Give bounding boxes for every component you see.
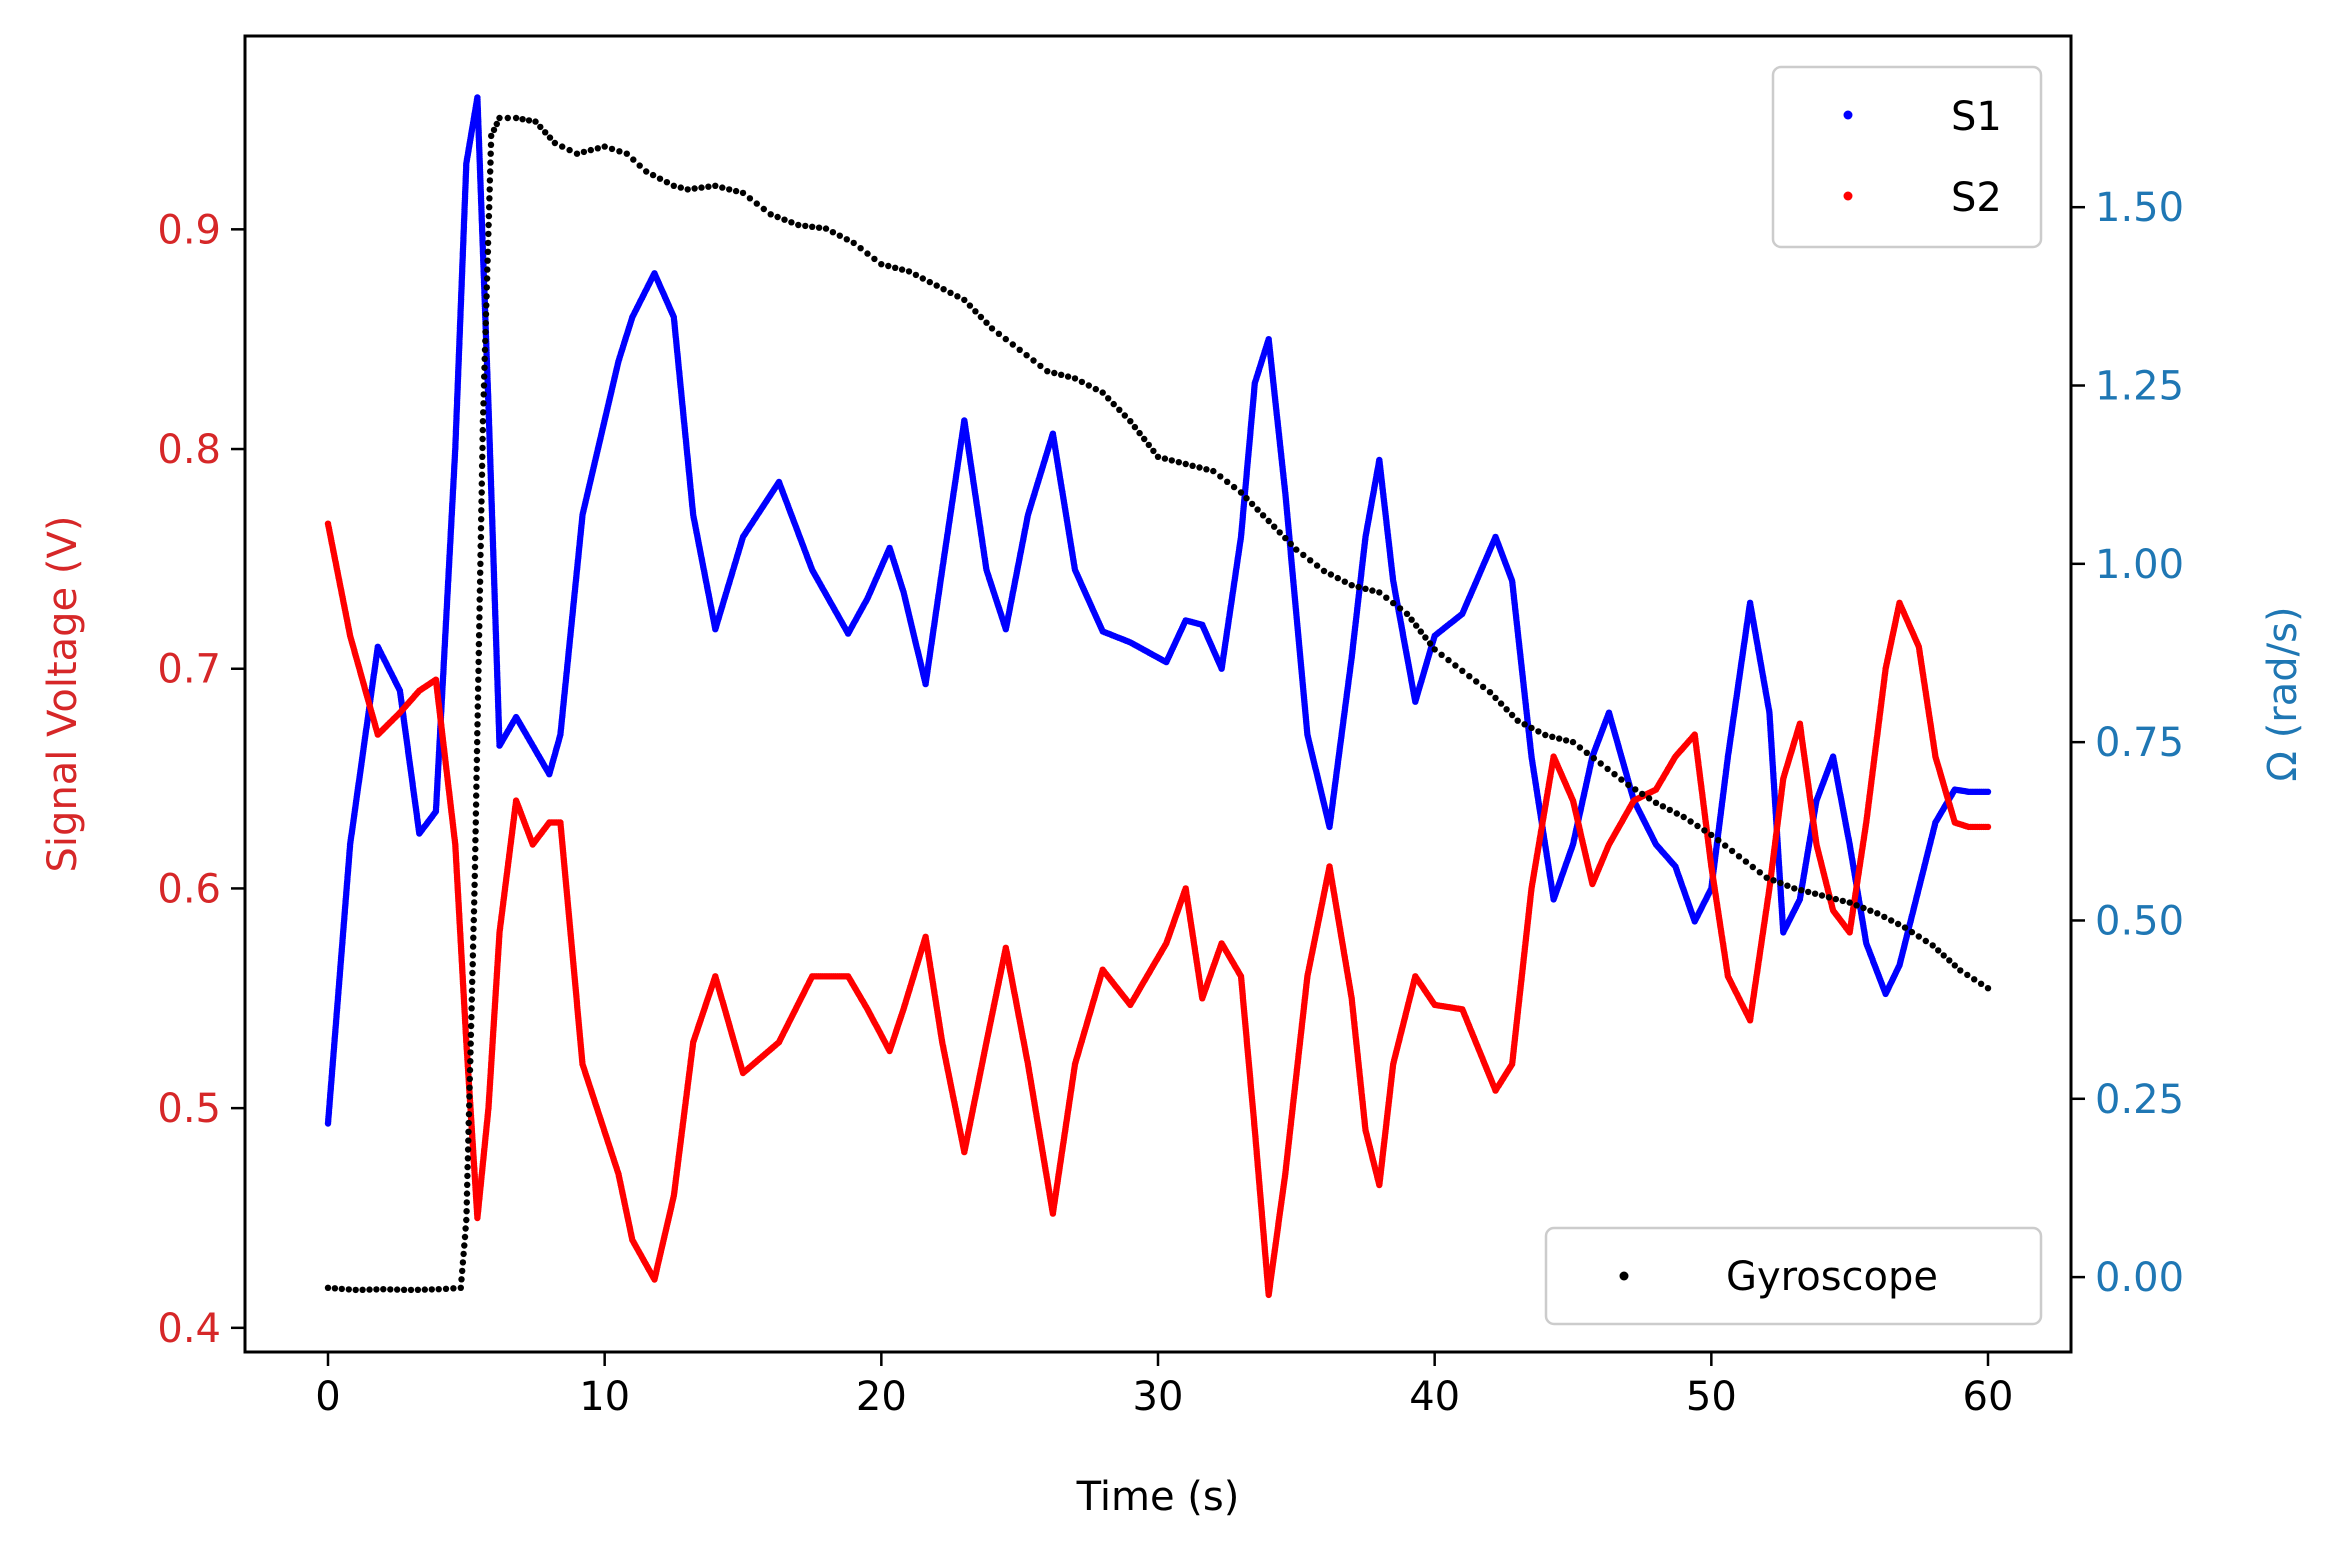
data-point (1984, 788, 1992, 795)
series-layer (324, 94, 1992, 1299)
series-s1 (324, 94, 1992, 1127)
